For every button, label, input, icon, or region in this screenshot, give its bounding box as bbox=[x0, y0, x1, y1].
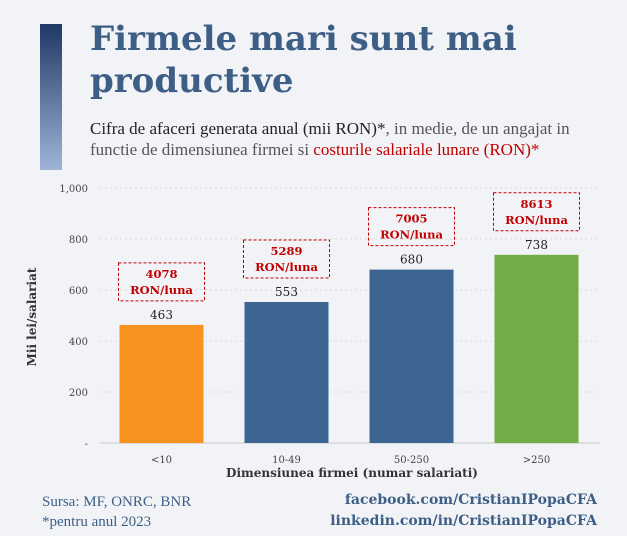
bar-value-label: 553 bbox=[275, 285, 298, 299]
data-labels: 463 553 680 738 bbox=[150, 238, 548, 322]
annotation-unit: RON/luna bbox=[505, 213, 568, 227]
bar-value-label: 463 bbox=[150, 308, 173, 322]
x-tick-label: 10-49 bbox=[272, 455, 301, 466]
chart-subtitle: Cifra de afaceri generata anual (mii RON… bbox=[90, 118, 615, 160]
annotation-box bbox=[243, 239, 330, 279]
annotation-box bbox=[493, 192, 580, 232]
bar bbox=[119, 324, 204, 443]
y-axis-label: Mii lei/salariat bbox=[25, 267, 39, 366]
annotation-unit: RON/luna bbox=[255, 260, 318, 274]
linkedin-link[interactable]: linkedin.com/in/CristianIPopaCFA bbox=[330, 513, 597, 529]
source-text: Sursa: MF, ONRC, BNR bbox=[42, 494, 192, 510]
salary-annotations: 4078 RON/luna 5289 RON/luna 7005 RON/luna 8613… bbox=[118, 192, 580, 302]
bar-value-label: 738 bbox=[525, 238, 548, 252]
y-tick-label: 200 bbox=[69, 388, 88, 399]
bar bbox=[494, 254, 579, 443]
annotation-box bbox=[118, 262, 205, 302]
y-tick-label: 600 bbox=[69, 286, 88, 297]
bar bbox=[369, 269, 454, 443]
bars bbox=[119, 254, 579, 443]
x-tick-label: >250 bbox=[523, 455, 550, 466]
subtitle-main: Cifra de afaceri generata anual (mii RON… bbox=[90, 119, 386, 138]
annotation-value: 8613 bbox=[520, 197, 552, 211]
footnote-text: *pentru anul 2023 bbox=[42, 514, 152, 530]
x-tick-label: 50-250 bbox=[394, 455, 429, 466]
bar-value-label: 680 bbox=[400, 253, 423, 267]
y-tick-label: 800 bbox=[69, 235, 88, 246]
title-accent-bar bbox=[40, 24, 62, 170]
annotation-value: 5289 bbox=[270, 244, 302, 258]
annotation-box bbox=[368, 207, 455, 247]
x-axis-ticks: <10 10-49 50-250 >250 bbox=[151, 455, 550, 466]
social-links: facebook.com/CristianIPopaCFA linkedin.c… bbox=[330, 490, 597, 532]
subtitle-middle: , in medie, de un angajat in functie de … bbox=[90, 119, 570, 159]
chart-title: Firmele mari sunt mai productive bbox=[90, 19, 517, 101]
source-block: Sursa: MF, ONRC, BNR *pentru anul 2023 bbox=[42, 492, 191, 532]
annotation-unit: RON/luna bbox=[130, 283, 193, 297]
subtitle-highlight: costurile salariale lunare (RON)* bbox=[313, 140, 540, 159]
x-tick-label: <10 bbox=[151, 455, 172, 466]
facebook-link[interactable]: facebook.com/CristianIPopaCFA bbox=[344, 492, 597, 508]
annotation-value: 4078 bbox=[145, 267, 177, 281]
y-tick-label: 1,000 bbox=[59, 184, 88, 195]
annotation-unit: RON/luna bbox=[380, 228, 443, 242]
x-axis-label: Dimensiunea firmei (numar salariati) bbox=[226, 466, 478, 480]
bar bbox=[244, 301, 329, 443]
y-tick-label: 400 bbox=[69, 337, 88, 348]
y-tick-label: - bbox=[85, 439, 88, 450]
y-axis-ticks: - 200 400 600 800 1,000 bbox=[59, 184, 88, 450]
annotation-value: 7005 bbox=[395, 212, 427, 226]
